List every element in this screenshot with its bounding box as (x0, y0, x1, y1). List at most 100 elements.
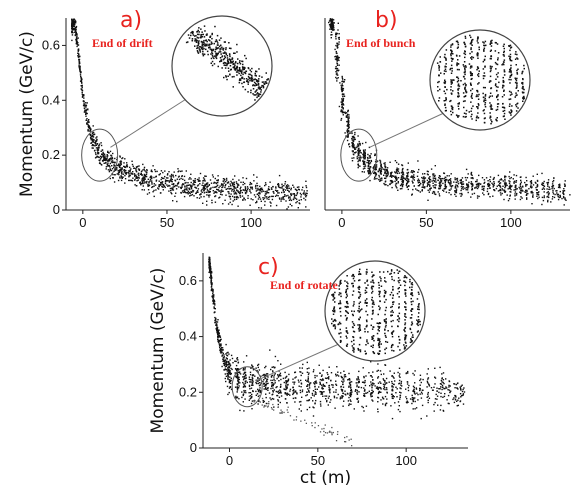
inset-particle (445, 59, 447, 61)
particle (239, 191, 241, 193)
inset-particle (196, 36, 199, 39)
particle (448, 179, 450, 181)
particle (93, 134, 95, 136)
inset-particle (445, 58, 447, 60)
particle (265, 365, 267, 368)
particle (218, 190, 220, 192)
particle (411, 398, 414, 401)
inset-particle (206, 50, 209, 53)
particle (88, 130, 90, 132)
particle (456, 400, 458, 402)
particle (279, 198, 281, 200)
inset-particle (521, 72, 523, 75)
particle (543, 195, 545, 197)
particle (307, 384, 309, 386)
inset-particle (509, 74, 512, 77)
inset-particle (210, 48, 213, 51)
particle (432, 179, 435, 181)
particle (238, 398, 240, 400)
particle (102, 159, 105, 161)
inset-particle (483, 72, 486, 74)
inset-particle (458, 87, 460, 90)
particle (87, 125, 89, 128)
inset-particle (470, 115, 472, 118)
particle (224, 377, 226, 380)
particle (351, 131, 353, 133)
particle (516, 188, 518, 190)
particle (231, 183, 234, 185)
inset-particle (464, 68, 466, 71)
particle (460, 195, 462, 197)
particle (507, 199, 510, 202)
particle (227, 187, 229, 190)
particle (238, 378, 240, 381)
particle (438, 193, 440, 195)
particle (331, 24, 333, 26)
particle (298, 408, 300, 410)
particle (158, 174, 160, 176)
particle (230, 372, 232, 375)
particle (260, 382, 262, 384)
particle (368, 372, 370, 374)
particle (82, 95, 84, 97)
particle (475, 186, 477, 188)
inset-particle (484, 93, 487, 96)
inset-particle (238, 72, 240, 75)
inset-particle (239, 79, 242, 81)
particle (413, 179, 415, 181)
particle (272, 190, 275, 193)
particle (526, 197, 528, 199)
particle (387, 173, 389, 175)
particle (384, 162, 386, 164)
particle (357, 149, 359, 152)
particle (354, 146, 356, 149)
inset-particle (224, 56, 226, 59)
particle (81, 91, 83, 94)
particle (421, 190, 423, 192)
particle (335, 44, 337, 47)
particle (362, 168, 365, 170)
particle (186, 187, 188, 189)
particle (212, 298, 214, 300)
particle (189, 192, 191, 195)
particle (460, 186, 463, 188)
particle (103, 158, 105, 160)
inset-particle (450, 44, 452, 46)
inset-particle (509, 98, 512, 100)
particle (336, 45, 338, 48)
particle (112, 177, 114, 179)
particle (393, 377, 395, 379)
particle (224, 199, 226, 201)
inset-particle (267, 78, 269, 81)
inset-particle (450, 105, 453, 107)
inset-particle (201, 47, 203, 49)
particle (257, 376, 259, 379)
particle (239, 196, 242, 198)
particle (499, 185, 501, 187)
particle (439, 175, 441, 178)
particle (188, 178, 190, 180)
particle (193, 184, 196, 186)
particle (335, 38, 337, 40)
x-tick-label: 100 (240, 215, 262, 230)
particle (277, 183, 280, 185)
inset-particle (197, 52, 200, 54)
particle (78, 60, 80, 62)
particle (137, 179, 139, 181)
particle (376, 177, 378, 180)
particle (227, 377, 229, 379)
particle (325, 395, 328, 397)
particle (482, 192, 484, 194)
inset-particle (502, 84, 504, 87)
particle (239, 373, 242, 375)
particle (401, 184, 404, 187)
particle (124, 166, 127, 169)
particle (495, 187, 498, 190)
particle (351, 157, 353, 159)
particle (142, 169, 144, 171)
particle (503, 189, 506, 191)
inset-particle (509, 68, 511, 71)
inset-particle (476, 38, 479, 40)
particle (383, 168, 385, 170)
particle (444, 183, 446, 185)
